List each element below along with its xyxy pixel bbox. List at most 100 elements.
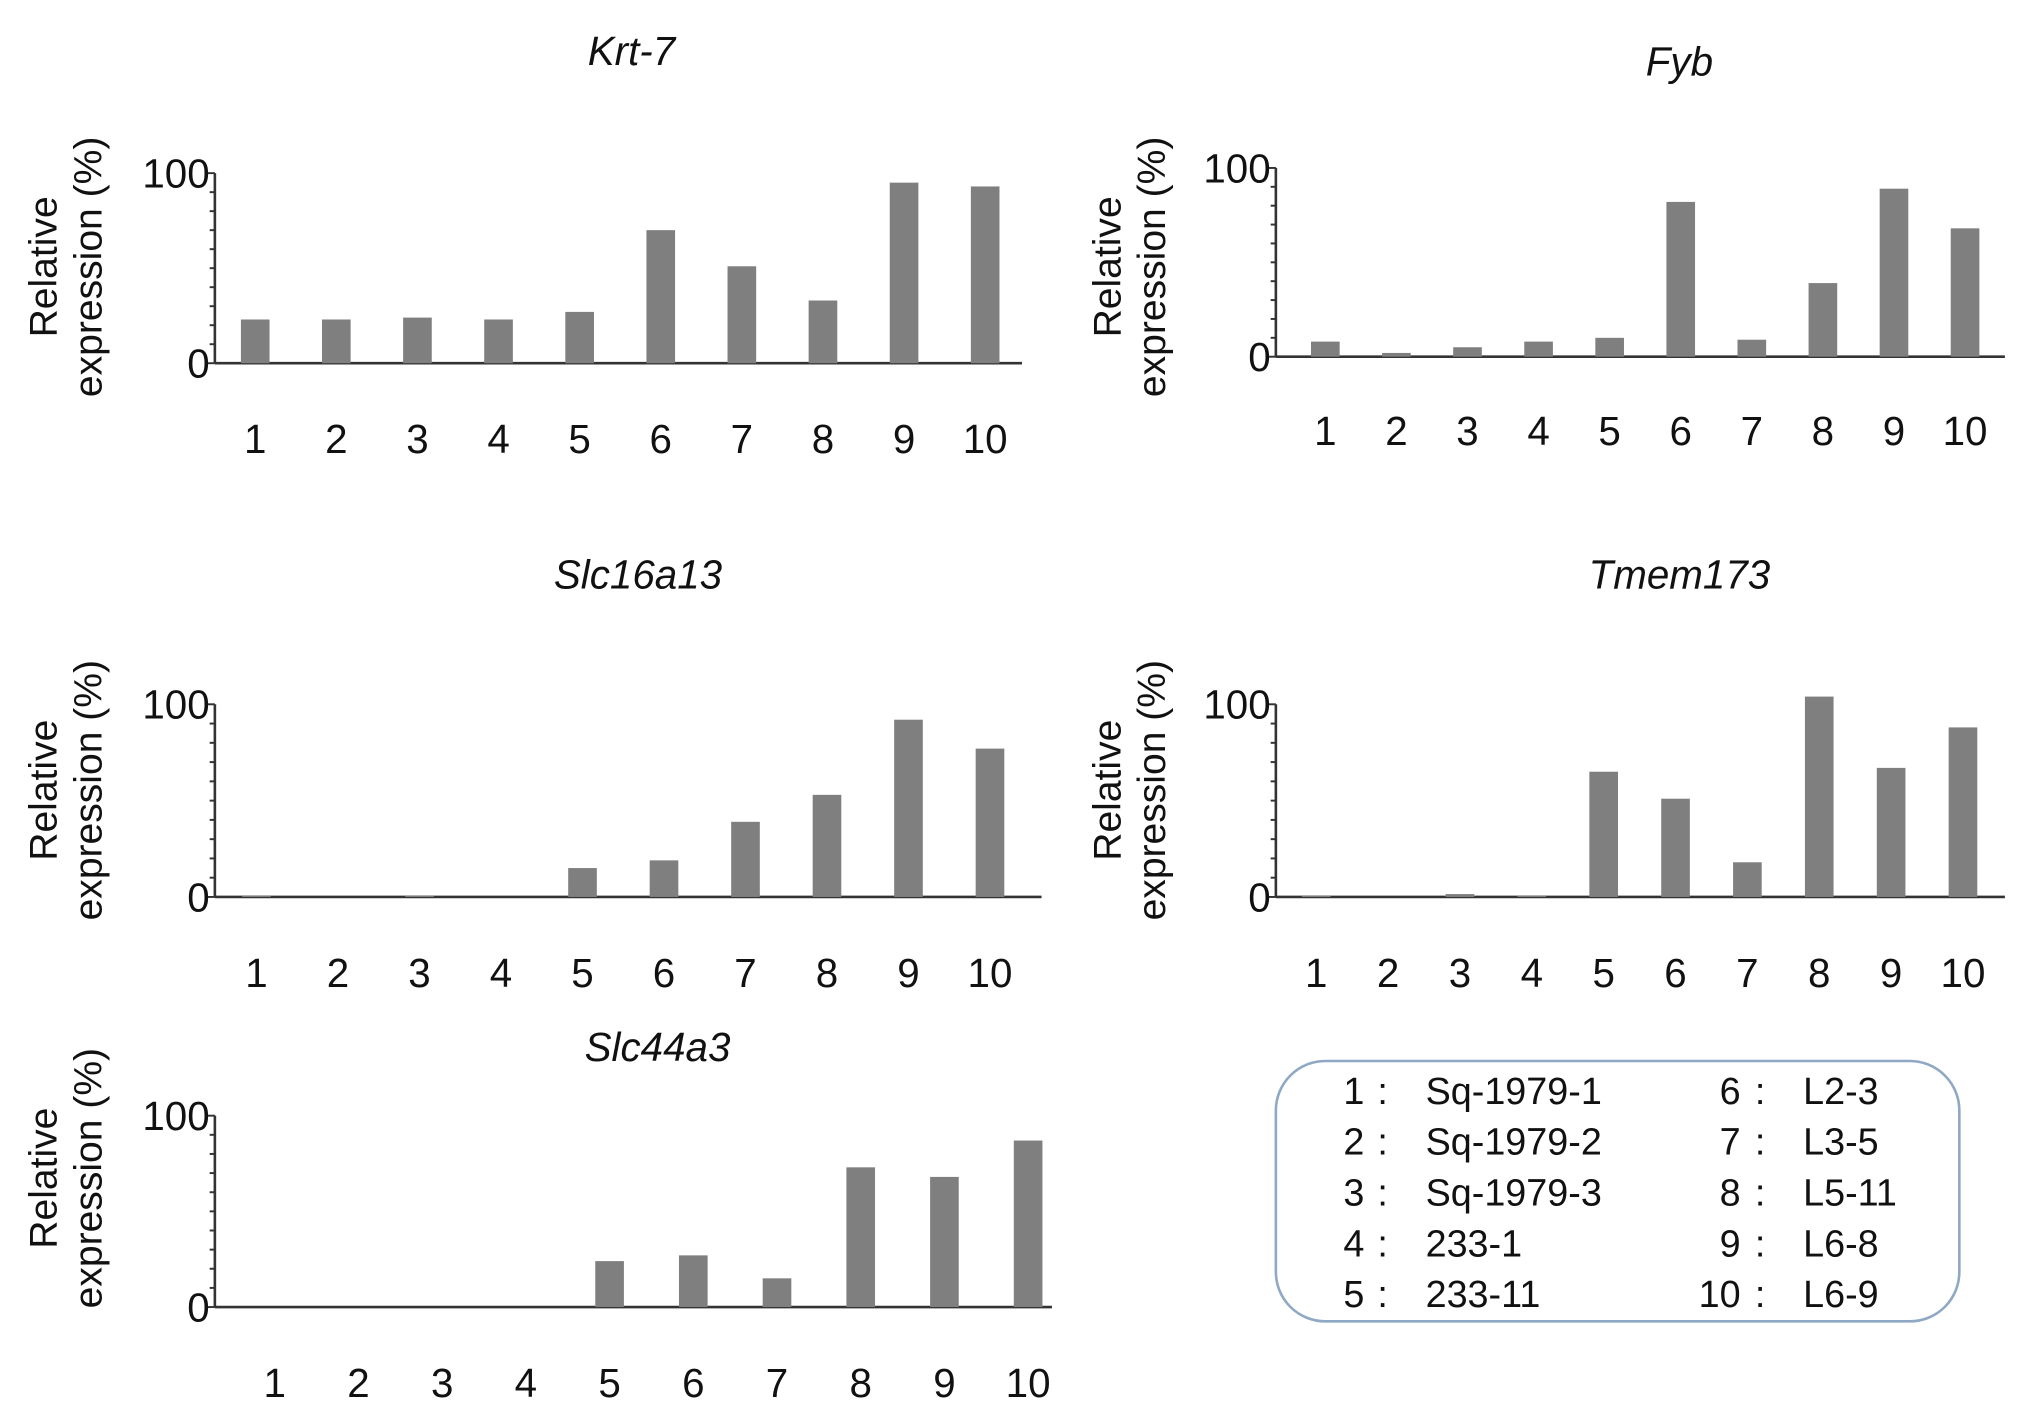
y-axis-label: Relativeexpression (%)	[1086, 660, 1174, 920]
bar-8	[846, 1167, 876, 1308]
x-tick-label: 4	[1521, 950, 1543, 996]
x-tick-label: 8	[849, 1360, 871, 1406]
bar-3	[403, 317, 432, 364]
bar-3	[1453, 347, 1482, 357]
bar-10	[1950, 228, 1980, 357]
y-tick-label: 0	[1248, 334, 1270, 380]
bar-1	[242, 896, 271, 897]
x-tick-label: 9	[933, 1360, 955, 1406]
legend-number: 4	[1343, 1222, 1364, 1264]
x-tick-label: 2	[347, 1360, 369, 1406]
x-tick-label: 3	[1456, 408, 1478, 454]
x-tick-label: 2	[325, 416, 347, 462]
legend-number: 10	[1699, 1273, 1741, 1315]
legend-separator: :	[1377, 1273, 1388, 1315]
x-tick-label: 10	[1941, 950, 1986, 996]
bar-4	[1524, 341, 1553, 357]
bar-2	[322, 319, 351, 364]
x-tick-label: 1	[244, 416, 266, 462]
x-tick-label: 6	[653, 950, 675, 996]
x-tick-label: 8	[812, 416, 834, 462]
bar-9	[1879, 188, 1909, 357]
bar-7	[762, 1278, 792, 1308]
y-tick-label: 0	[187, 341, 209, 387]
bar-7	[727, 266, 757, 364]
x-tick-label: 6	[1670, 408, 1692, 454]
legend-label: Sq-1979-2	[1426, 1121, 1602, 1163]
bar-8	[1808, 283, 1838, 357]
legend: 1: Sq-1979-12: Sq-1979-23: Sq-1979-34:233-1…	[1274, 1059, 1961, 1323]
bar-10	[1013, 1140, 1043, 1308]
x-tick-label: 5	[568, 416, 590, 462]
x-tick-label: 10	[963, 416, 1008, 462]
y-tick-label: 100	[142, 682, 209, 728]
legend-entry: 1: Sq-1979-1	[1343, 1070, 1601, 1112]
x-tick-label: 7	[766, 1360, 788, 1406]
bar-6	[649, 860, 679, 897]
legend-entry: 9: L6-8	[1720, 1222, 1879, 1264]
legend-label: L3-5	[1803, 1121, 1879, 1163]
legend-separator: :	[1755, 1121, 1766, 1163]
bar-4	[484, 319, 513, 364]
x-tick-label: 1	[1314, 408, 1336, 454]
chart-panel-tmem173: Tmem173 Relativeexpression (%) 0 100 1 2 3 4 5 6 7…	[1086, 551, 2005, 996]
x-tick-label: 4	[490, 950, 512, 996]
legend-number: 8	[1720, 1171, 1741, 1213]
bar-8	[1804, 696, 1834, 897]
bar-4	[1517, 896, 1547, 897]
x-tick-label: 10	[1943, 408, 1988, 454]
bar-9	[894, 719, 923, 897]
legend-label: L6-8	[1803, 1222, 1879, 1264]
x-tick-label: 7	[1741, 408, 1763, 454]
x-tick-label: 2	[327, 950, 349, 996]
chart-panel-slc44a3: Slc44a3 Relativeexpression (%) 0 100 1 2 3 4 5 6 7…	[23, 1024, 1052, 1406]
legend-entry: 7: L3-5	[1720, 1121, 1879, 1163]
legend-entry: 2: Sq-1979-2	[1343, 1121, 1601, 1163]
y-axis-label-line2: expression (%)	[1131, 660, 1174, 920]
y-tick-label: 0	[187, 874, 209, 920]
legend-separator: :	[1755, 1222, 1766, 1264]
legend-entry: 3: Sq-1979-3	[1343, 1171, 1601, 1213]
bar-1	[1311, 341, 1340, 357]
bar-6	[1661, 798, 1690, 897]
x-tick-label: 4	[515, 1360, 537, 1406]
bar-8	[812, 794, 842, 897]
bar-7	[731, 821, 760, 897]
legend-separator: :	[1377, 1222, 1388, 1264]
bar-1	[240, 319, 270, 364]
legend-number: 6	[1720, 1070, 1741, 1112]
x-tick-label: 4	[1527, 408, 1549, 454]
x-tick-label: 7	[731, 416, 753, 462]
y-axis-label-line1: Relative	[1086, 720, 1129, 861]
x-tick-label: 6	[650, 416, 672, 462]
legend-entry: 8: L5-11	[1720, 1171, 1897, 1213]
x-tick-label: 9	[897, 950, 919, 996]
legend-label: 233-11	[1426, 1273, 1541, 1315]
legend-separator: :	[1755, 1273, 1766, 1315]
legend-entry: 10: L6-9	[1699, 1273, 1879, 1315]
x-tick-label: 10	[1006, 1360, 1051, 1406]
y-axis-label: Relativeexpression (%)	[1086, 137, 1174, 397]
legend-entry: 6: L2-3	[1720, 1070, 1879, 1112]
bar-10	[975, 748, 1005, 897]
y-axis-label-line1: Relative	[1086, 196, 1129, 337]
legend-label: L5-11	[1803, 1171, 1897, 1213]
y-axis-label-line2: expression (%)	[68, 1048, 111, 1308]
legend-number: 2	[1343, 1121, 1364, 1163]
bar-6	[646, 230, 676, 364]
bar-5	[568, 868, 597, 897]
x-tick-label: 3	[1449, 950, 1471, 996]
legend-number: 5	[1343, 1273, 1364, 1315]
bar-9	[1876, 767, 1906, 897]
y-axis-label: Relativeexpression (%)	[23, 660, 111, 920]
legend-label: L6-9	[1803, 1273, 1879, 1315]
bar-7	[1733, 862, 1762, 897]
x-tick-label: 6	[682, 1360, 704, 1406]
chart-panel-slc16a13: Slc16a13 Relativeexpression (%) 0 100 1 2 3 4 5 6…	[23, 551, 1042, 996]
bar-1	[1301, 896, 1331, 897]
chart-title: Slc44a3	[585, 1024, 731, 1070]
y-axis-label-line2: expression (%)	[1131, 137, 1174, 397]
legend-entry: 4:233-1	[1343, 1222, 1522, 1264]
x-tick-label: 10	[968, 950, 1013, 996]
